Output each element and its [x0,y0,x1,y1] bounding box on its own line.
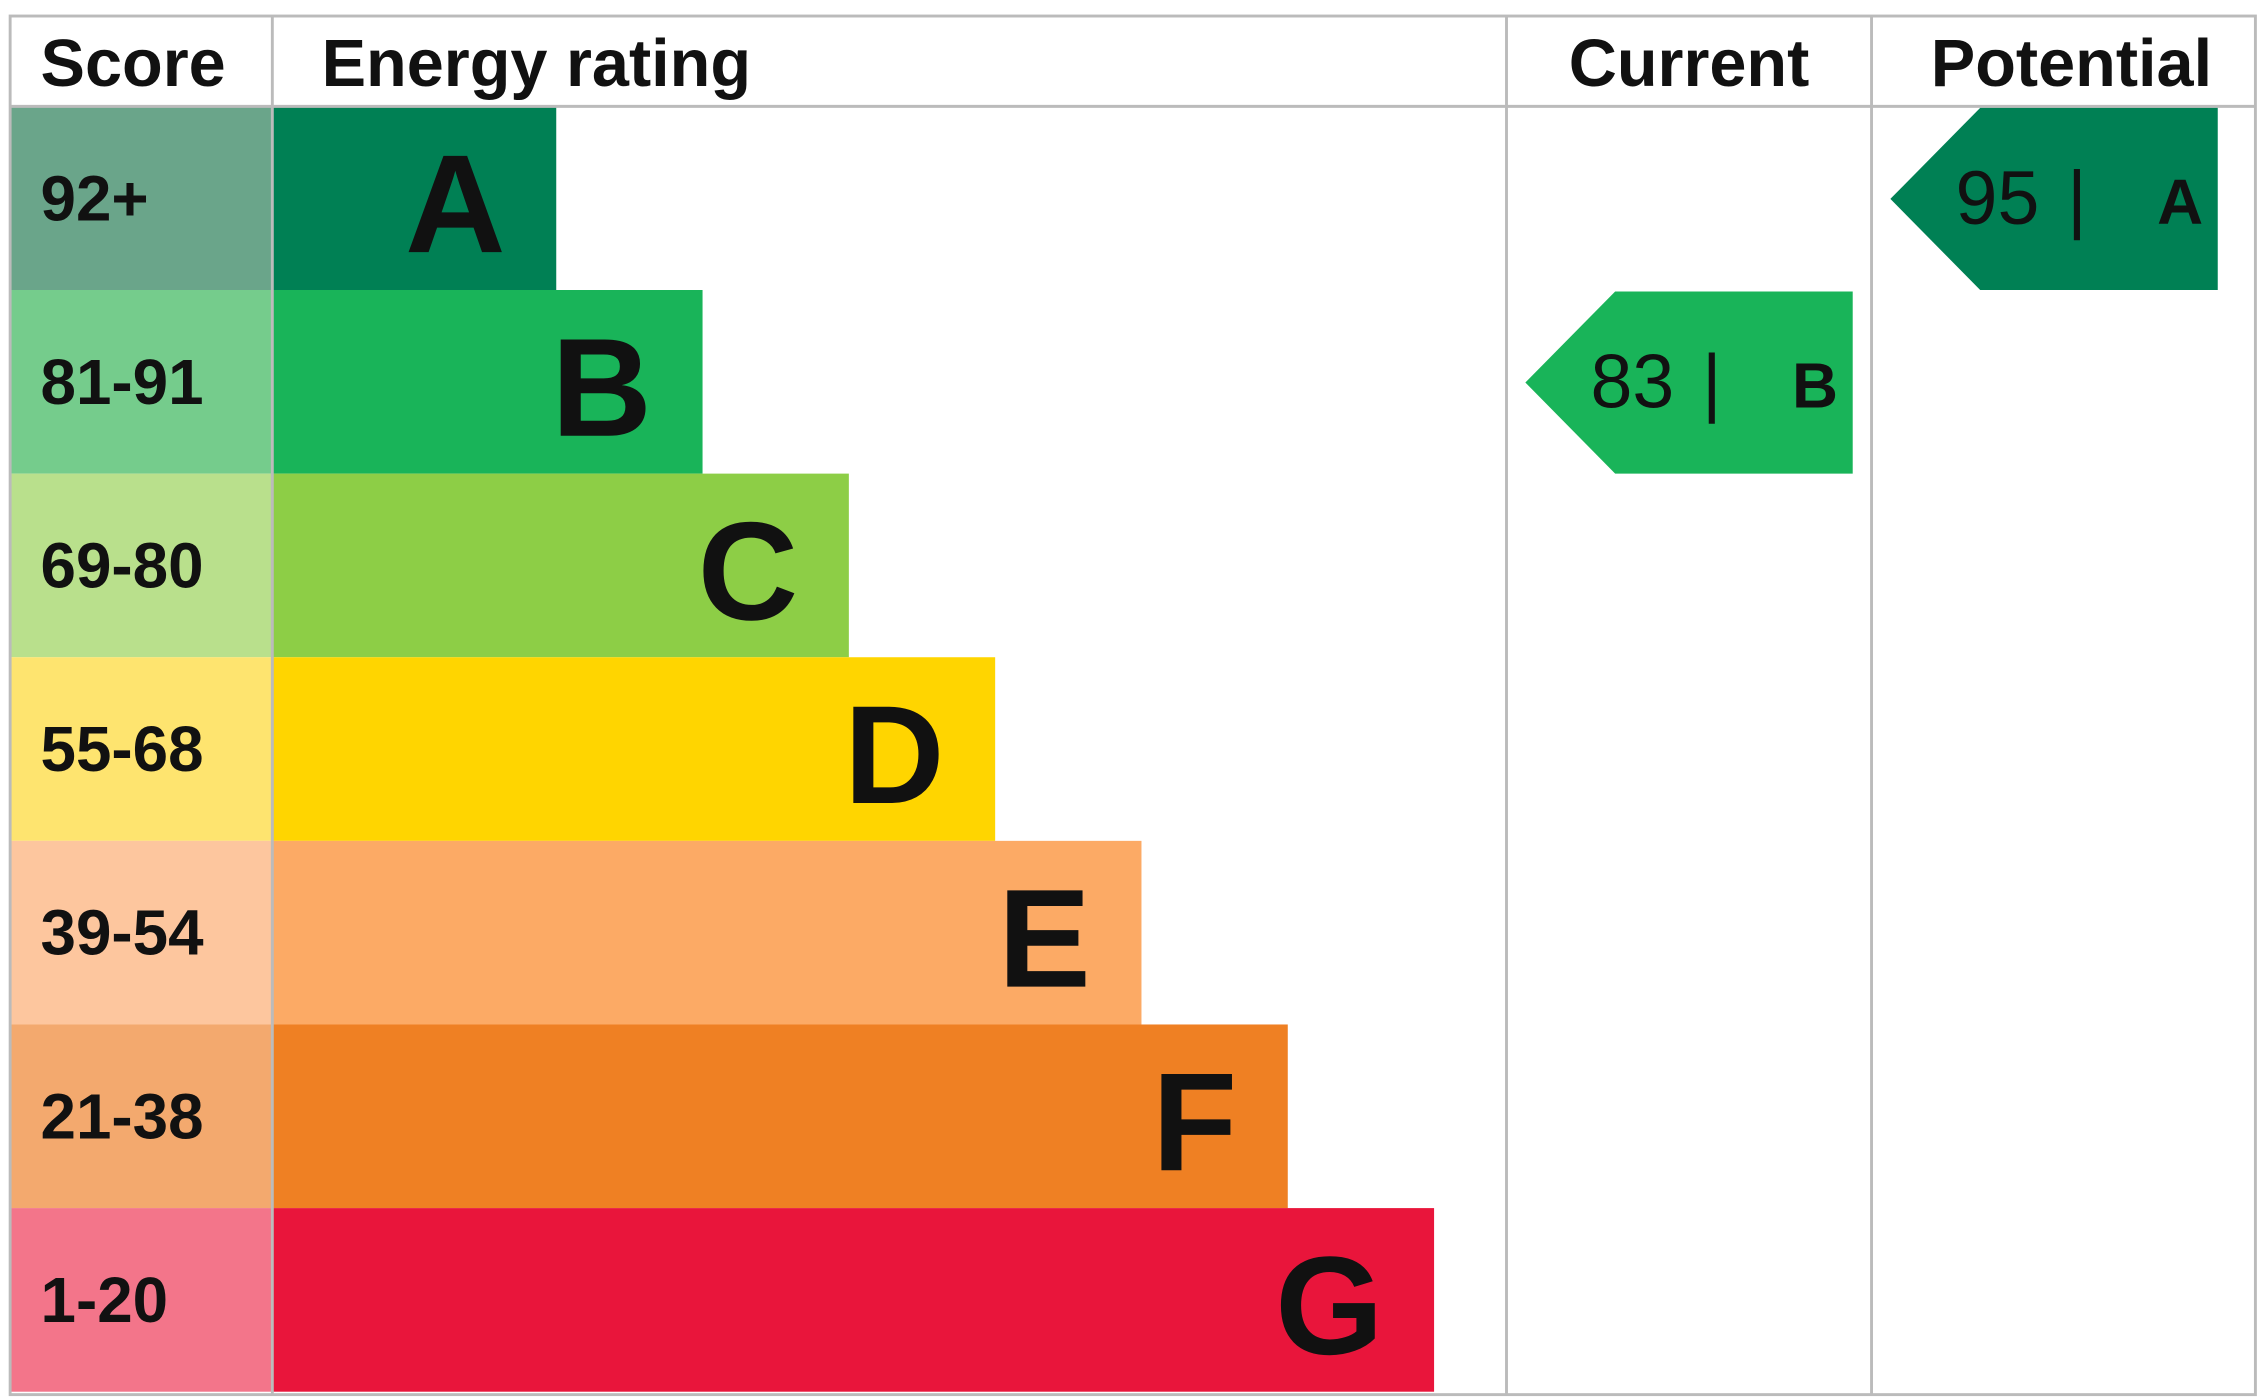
rating-letter: G [1275,1227,1383,1383]
potential-score: 95 [1956,157,2040,241]
score-cell [10,657,273,841]
score-label: 39-54 [41,897,204,969]
score-cell [10,290,273,474]
score-label: 55-68 [41,713,204,785]
rating-letter: E [998,860,1091,1016]
potential-rating: A [2157,166,2203,238]
column-header: Potential [1931,27,2212,101]
rating-letter: A [405,126,505,282]
score-label: 69-80 [41,529,204,601]
current-score: 83 [1591,340,1675,424]
rating-bar [272,473,849,658]
score-cell [10,1208,273,1392]
score-cell [10,1024,273,1209]
rating-bar [272,290,703,474]
score-label: 81-91 [41,346,204,418]
current-rating: B [1792,349,1838,421]
rating-letter: D [844,677,944,833]
potential-arrow [1890,107,2218,291]
score-cell [10,473,273,658]
rating-letter: B [551,309,651,465]
score-label: 92+ [41,162,149,234]
rating-bar [272,106,557,291]
column-header: Energy rating [322,27,751,101]
current-arrow [1525,291,1853,474]
score-cell [10,840,273,1025]
rating-letter: C [698,493,798,649]
potential-separator: | [2067,157,2087,241]
rating-bar [272,1024,1288,1209]
rating-bar [272,1208,1435,1392]
current-separator: | [1702,340,1722,424]
score-label: 21-38 [41,1080,204,1152]
rating-letter: F [1152,1044,1237,1200]
rating-bar [272,657,996,841]
column-header: Score [41,27,226,101]
table-border [8,14,2257,1397]
score-label: 1-20 [41,1264,169,1336]
rating-bar [272,840,1142,1025]
column-header: Current [1569,27,1810,101]
score-cell [10,106,273,291]
